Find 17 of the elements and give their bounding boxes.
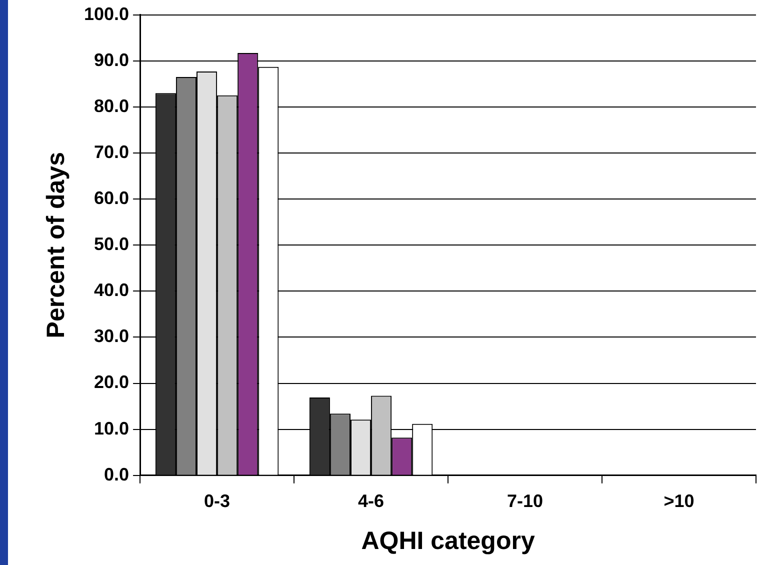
x-tick-label: 7-10 <box>507 491 544 512</box>
x-axis-title: AQHI category <box>361 526 535 555</box>
x-tick-label: >10 <box>664 491 694 512</box>
y-tick-label: 60.0 <box>94 188 130 208</box>
y-tick-label: 100.0 <box>84 4 130 24</box>
y-tick-label: 10.0 <box>94 418 130 438</box>
x-tick-label: 0-3 <box>204 491 230 512</box>
y-tick-label: 80.0 <box>94 96 130 116</box>
y-tick-label: 50.0 <box>94 234 130 254</box>
y-tick-label: 20.0 <box>94 372 130 392</box>
y-tick-label: 0.0 <box>104 464 130 484</box>
y-tick-label: 90.0 <box>94 50 130 70</box>
y-tick-label: 40.0 <box>94 280 130 300</box>
y-tick-label: 30.0 <box>94 326 130 346</box>
x-tick-label: 4-6 <box>358 491 384 512</box>
y-tick-label: 70.0 <box>94 142 130 162</box>
y-axis-title: Percent of days <box>42 152 70 338</box>
